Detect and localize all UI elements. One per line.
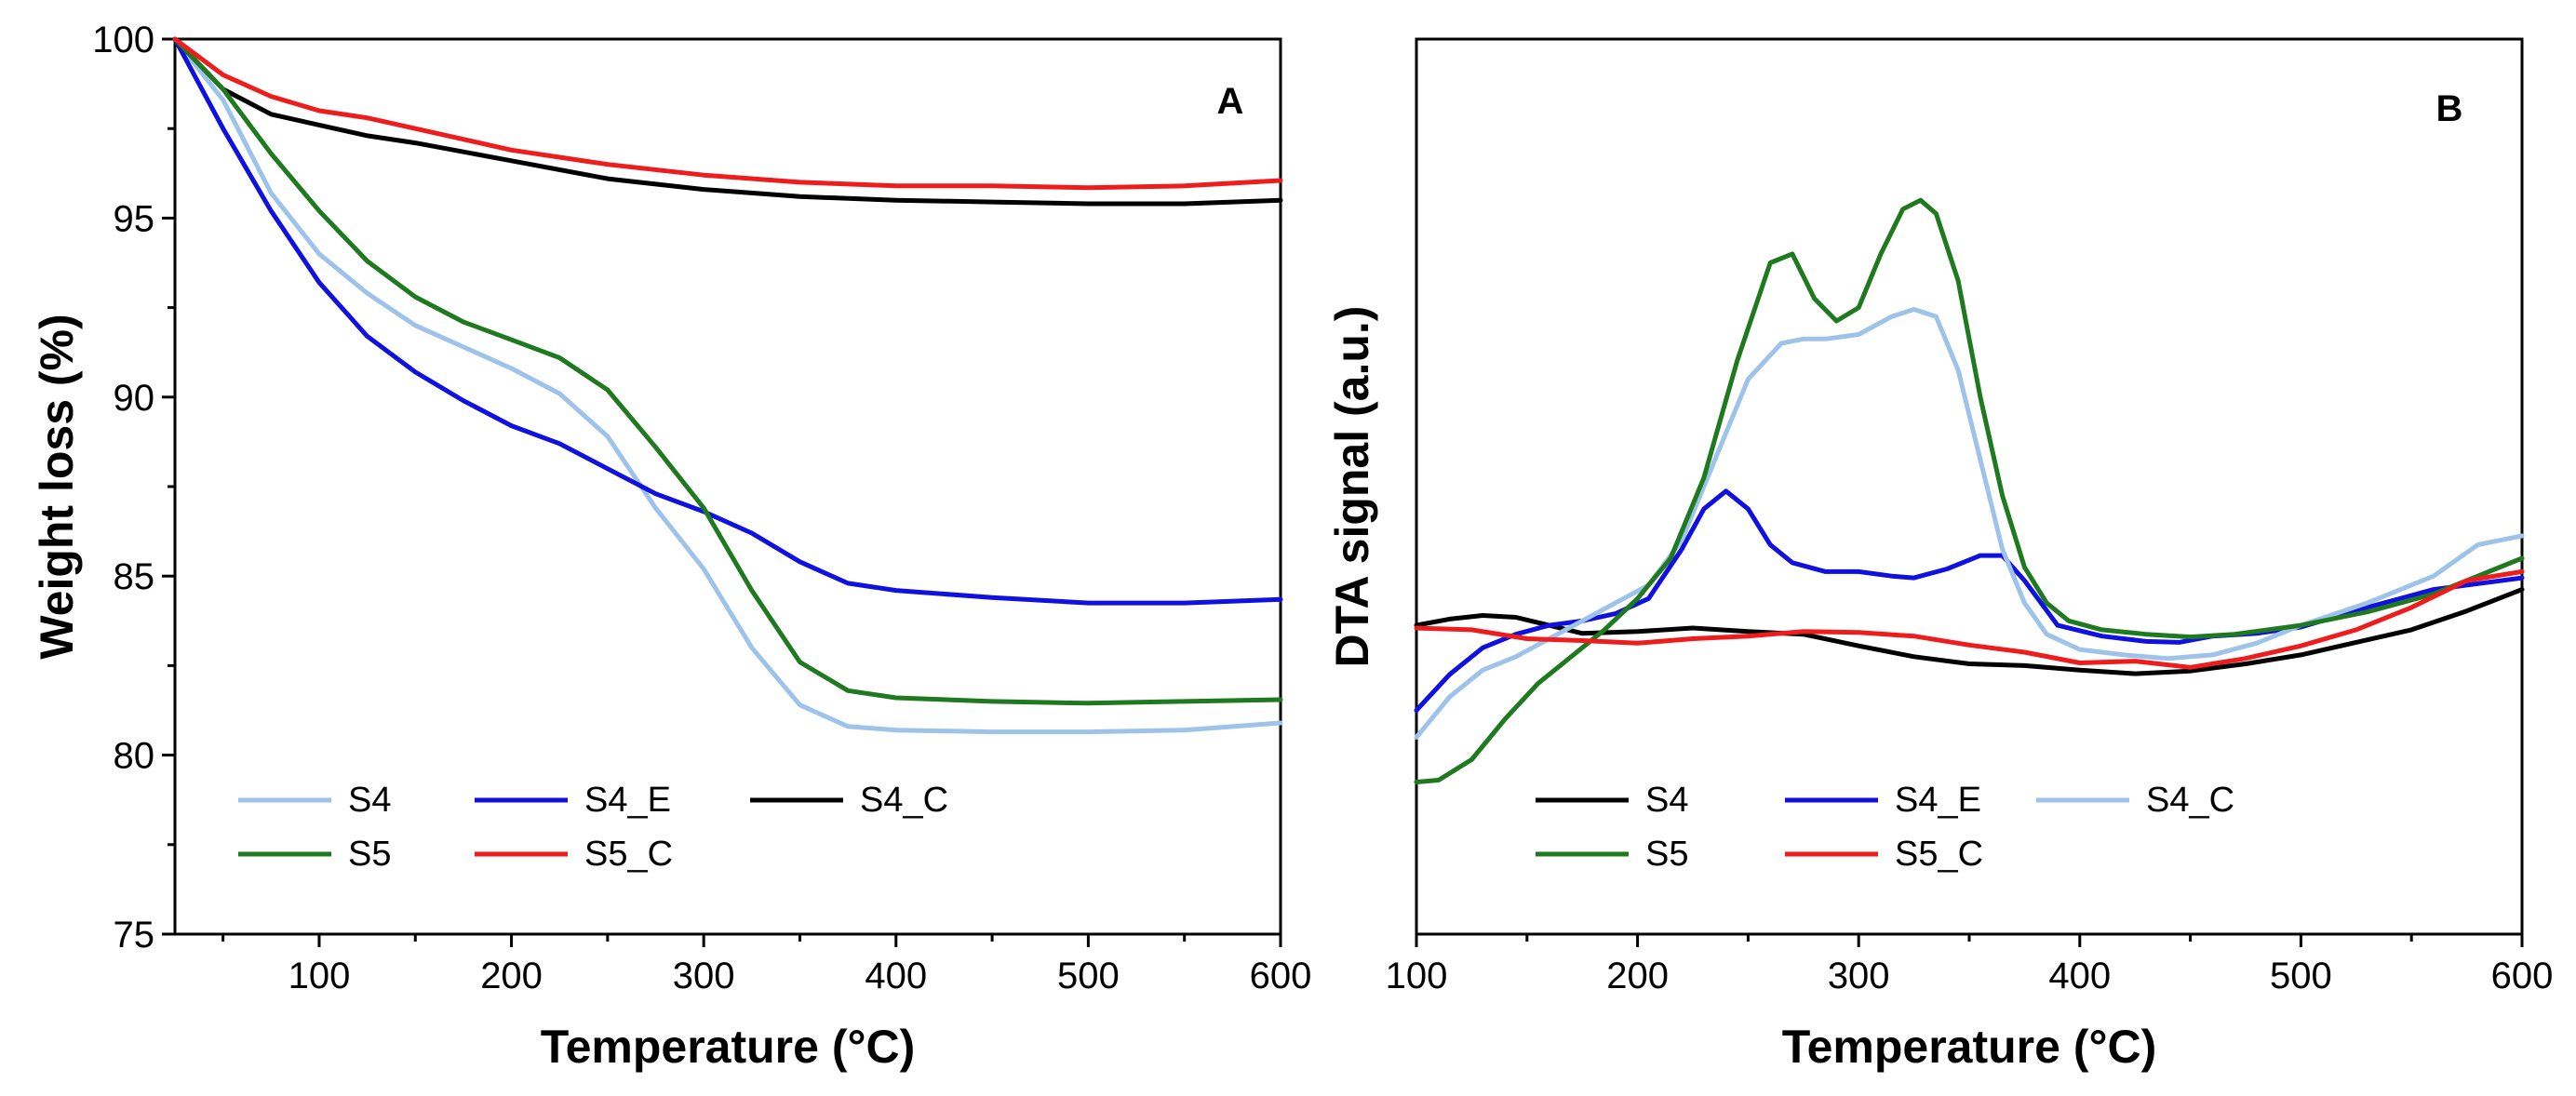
panel-b-legend: S4 S4_E S4_C S5 S5_C — [1536, 781, 2234, 874]
series-line-s5-c — [172, 36, 1283, 191]
y-tick-label: 100 — [92, 20, 154, 60]
x-tick-label: 300 — [673, 956, 735, 996]
panel-b-series — [1414, 197, 2525, 784]
x-tick-label: 200 — [480, 956, 543, 996]
legend-label: S4 — [1645, 781, 1688, 820]
x-tick-label: 600 — [1250, 956, 1312, 996]
panel-a-label: A — [1217, 81, 1244, 122]
y-tick-label: 85 — [114, 556, 155, 597]
series-line-s4-c — [1414, 307, 2525, 740]
series-line-s5 — [1414, 197, 2525, 784]
series-line-s4-e — [172, 36, 1283, 606]
legend-label: S5_C — [584, 835, 673, 874]
panel-a: 100 200 300 400 500 600 75 80 85 90 95 100 A Temper… — [31, 20, 1311, 1073]
series-line-s5 — [172, 36, 1283, 706]
series-line-s5-c — [1414, 568, 2525, 670]
y-tick-label: 95 — [114, 198, 155, 239]
legend-label: S5 — [348, 835, 391, 874]
panel-b: 100 200 300 400 500 600 B Temperature (°C) DT… — [1326, 37, 2554, 1073]
x-tick-label: 200 — [1606, 956, 1669, 996]
series-line-s4-e — [1414, 488, 2525, 713]
panel-a-x-axis-title: Temperature (°C) — [541, 1021, 915, 1073]
legend-label: S4_C — [2146, 781, 2234, 820]
y-tick-label: 90 — [114, 378, 155, 419]
panel-a-legend: S4 S4_E S4_C S5 S5_C — [238, 781, 948, 874]
x-tick-label: 300 — [1828, 956, 1890, 996]
legend-label: S5 — [1645, 835, 1688, 874]
legend-label: S4_C — [860, 781, 948, 820]
x-tick-label: 400 — [865, 956, 927, 996]
panel-b-label: B — [2436, 88, 2463, 129]
panel-a-series — [172, 36, 1283, 735]
legend-label: S4_E — [584, 781, 671, 820]
series-line-s4-c — [172, 36, 1283, 207]
x-tick-label: 100 — [288, 956, 351, 996]
x-tick-label: 500 — [2270, 956, 2332, 996]
series-line-s4 — [1414, 587, 2525, 676]
x-tick-label: 100 — [1386, 956, 1448, 996]
panel-b-y-axis-title: DTA signal (a.u.) — [1326, 306, 1378, 668]
legend-label: S5_C — [1895, 835, 1983, 874]
y-tick-label: 80 — [114, 736, 155, 777]
panel-a-ticks: 100 200 300 400 500 600 75 80 85 90 95 100 — [92, 20, 1311, 996]
legend-label: S4_E — [1895, 781, 1981, 820]
panel-a-frame — [173, 37, 1282, 936]
panel-a-y-axis-title: Weight loss (%) — [31, 314, 83, 659]
panel-b-x-axis-title: Temperature (°C) — [1782, 1021, 2156, 1073]
y-tick-label: 75 — [114, 915, 155, 956]
x-tick-label: 500 — [1057, 956, 1120, 996]
x-tick-label: 600 — [2491, 956, 2554, 996]
panel-b-ticks: 100 200 300 400 500 600 — [1386, 934, 2554, 996]
series-line-s4 — [172, 36, 1283, 735]
x-tick-label: 400 — [2048, 956, 2111, 996]
legend-label: S4 — [348, 781, 391, 820]
